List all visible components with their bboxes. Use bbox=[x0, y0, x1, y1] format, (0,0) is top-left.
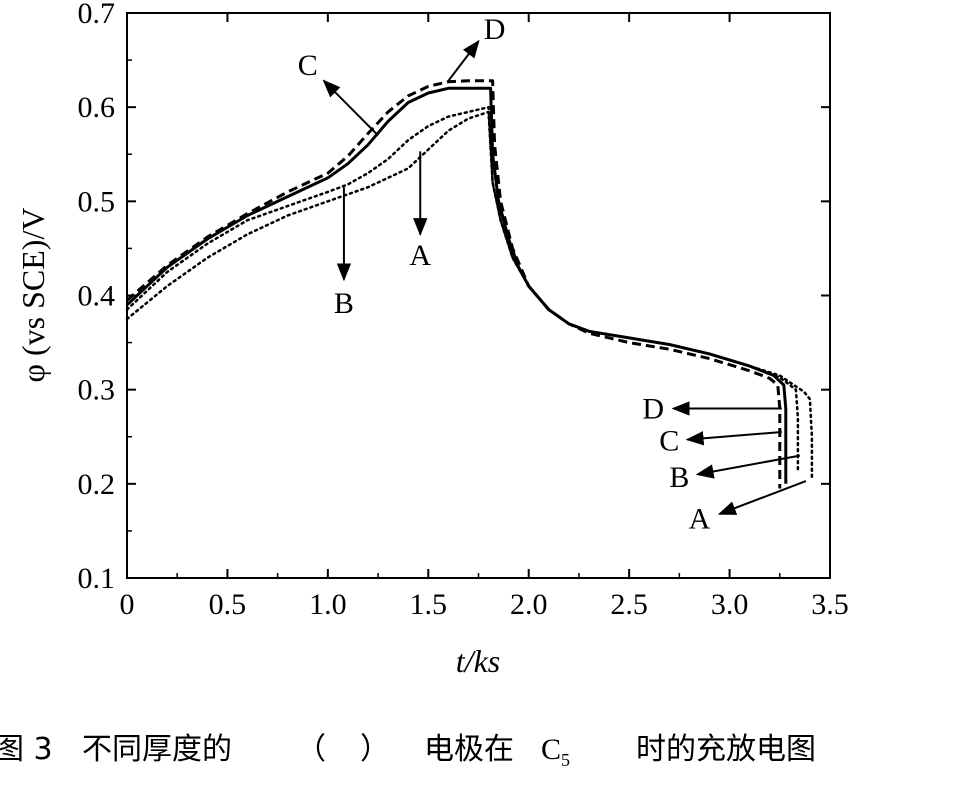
annotation-label-b: B bbox=[669, 461, 689, 494]
series-line-a bbox=[125, 110, 814, 481]
annotation-label-b: B bbox=[334, 287, 354, 320]
annotation-label-a: A bbox=[689, 503, 711, 536]
plot-frame bbox=[126, 12, 831, 579]
x-tick-label: 2.5 bbox=[610, 588, 648, 621]
annotation-label-d: D bbox=[642, 393, 664, 426]
x-tick-label: 1.0 bbox=[309, 588, 347, 621]
annotation-arrow-a bbox=[717, 480, 807, 515]
y-tick-label: 0.5 bbox=[78, 185, 116, 218]
axes: 0 0.5 1.0 1.5 2.0 2.5 3.0 3.5 0.1 0.2 0.3 0.4 0.5 0.6… bbox=[78, 0, 849, 621]
x-tick-label: 3.5 bbox=[811, 588, 849, 621]
caption-paren-close: ） bbox=[360, 732, 390, 767]
caption-paren-open: （ bbox=[296, 732, 326, 767]
x-tick-label: 0.5 bbox=[209, 588, 247, 621]
x-tick-label: 2.0 bbox=[510, 588, 548, 621]
x-tick-label: 0 bbox=[120, 588, 135, 621]
y-tick-label: 0.3 bbox=[78, 374, 116, 407]
series-group bbox=[125, 79, 814, 489]
annotation-arrow-d bbox=[447, 39, 480, 82]
annotation-label-a: A bbox=[409, 239, 431, 272]
figure-caption: 图 3 不同厚度的 （ ） 电极在 C5 时的充放电图 bbox=[0, 722, 975, 778]
caption-rate: C5 bbox=[541, 722, 570, 788]
x-axis-label: t/ks bbox=[456, 643, 500, 679]
caption-text-part3: 时的充放电图 bbox=[636, 732, 816, 767]
annotation-label-c: C bbox=[298, 49, 318, 82]
y-axis-label: φ (vs SCE)/V bbox=[15, 208, 51, 383]
series-line-b bbox=[125, 105, 800, 471]
figure-canvas: 0 0.5 1.0 1.5 2.0 2.5 3.0 3.5 0.1 0.2 0.3 0.4 0.5 0.6… bbox=[15, 0, 849, 679]
caption-rate-sub: 5 bbox=[561, 750, 571, 770]
x-tick-label: 3.0 bbox=[711, 588, 749, 621]
caption-text-part1: 不同厚度的 bbox=[82, 732, 232, 767]
series-line-d bbox=[126, 79, 782, 489]
caption-text-part2: 电极在 bbox=[424, 732, 514, 767]
series-line-c bbox=[125, 86, 788, 484]
y-tick-label: 0.7 bbox=[78, 0, 116, 30]
x-tick-label: 1.5 bbox=[410, 588, 448, 621]
y-tick-label: 0.4 bbox=[78, 280, 116, 313]
annotation-arrow-c bbox=[322, 79, 379, 137]
y-tick-label: 0.1 bbox=[78, 562, 116, 595]
caption-rate-letter: C bbox=[541, 733, 562, 766]
annotation-arrow-b bbox=[695, 454, 801, 479]
caption-figure-label: 图 3 bbox=[0, 732, 53, 767]
annotation-label-c: C bbox=[659, 425, 679, 458]
y-tick-label: 0.2 bbox=[78, 468, 116, 501]
y-tick-label: 0.6 bbox=[78, 91, 116, 124]
annotation-label-d: D bbox=[484, 13, 506, 46]
annotation-arrow-c bbox=[685, 431, 782, 446]
